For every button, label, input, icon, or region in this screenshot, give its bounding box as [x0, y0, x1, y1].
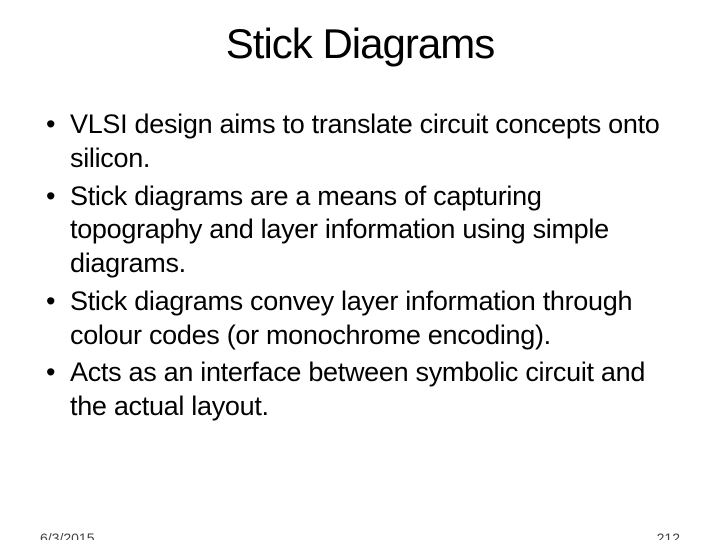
footer-date: 6/3/2015	[40, 530, 95, 540]
bullet-item: Stick diagrams are a means of capturing …	[40, 180, 680, 281]
slide-title: Stick Diagrams	[0, 20, 720, 68]
footer-page-number: 212	[657, 530, 680, 540]
bullet-item: Stick diagrams convey layer information …	[40, 285, 680, 353]
bullet-list: VLSI design aims to translate circuit co…	[0, 108, 720, 424]
bullet-item: VLSI design aims to translate circuit co…	[40, 108, 680, 176]
bullet-item: Acts as an interface between symbolic ci…	[40, 356, 680, 424]
slide: Stick Diagrams VLSI design aims to trans…	[0, 20, 720, 540]
